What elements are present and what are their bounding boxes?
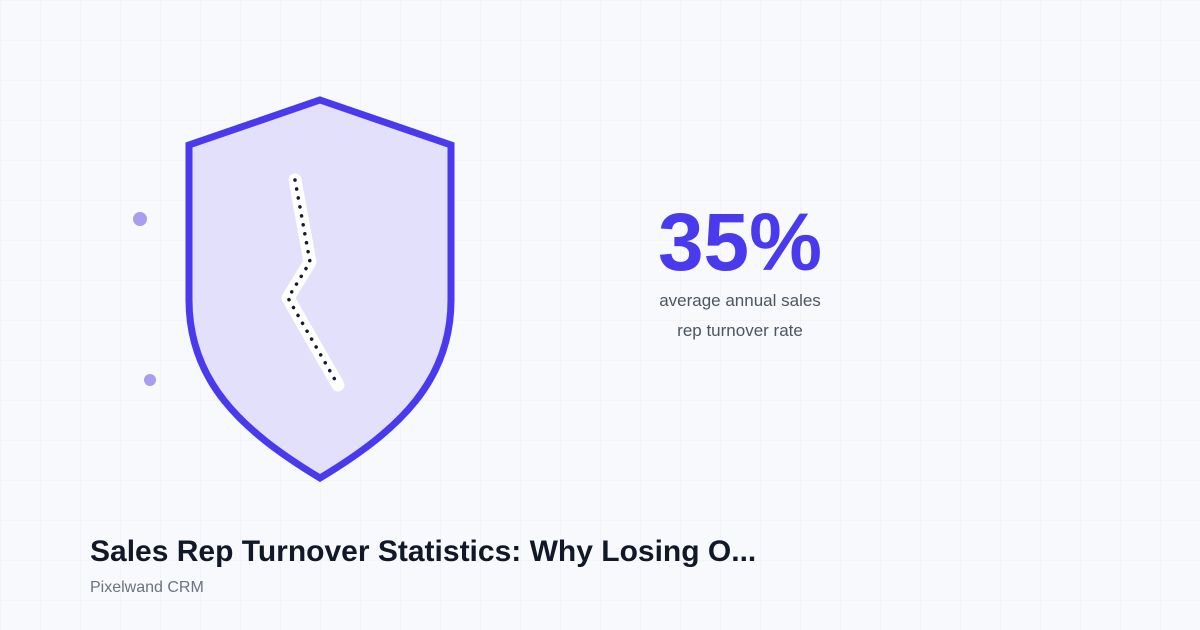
shield [185, 96, 455, 483]
decor-dot [133, 212, 147, 226]
crack-outline [281, 173, 345, 392]
stat-value: 35% [658, 197, 822, 288]
decor-dot [144, 374, 156, 386]
stat-label: rep turnover rate [677, 321, 803, 340]
title: Sales Rep Turnover Statistics: Why Losin… [90, 535, 756, 568]
brand: Pixelwand CRM [90, 579, 204, 596]
stat-label: average annual sales [659, 291, 821, 310]
